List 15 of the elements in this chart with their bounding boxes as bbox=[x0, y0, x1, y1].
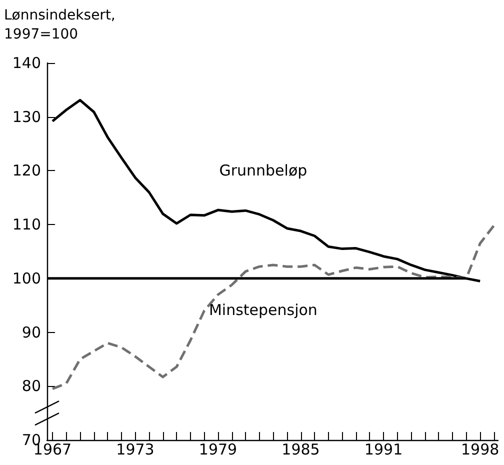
x-tick-label: 1985 bbox=[282, 440, 320, 458]
x-tick-label: 1979 bbox=[198, 440, 238, 458]
y-axis-title: Lønnsindeksert, 1997=100 bbox=[4, 8, 116, 42]
y-tick-label: 140 bbox=[12, 54, 41, 72]
text: Grunnbeløp bbox=[219, 161, 308, 180]
x-tick-label: 1973 bbox=[116, 440, 154, 458]
y-tick-label: 120 bbox=[12, 162, 41, 180]
y-tick-label: 110 bbox=[12, 216, 41, 234]
x-tick-label: 1998 bbox=[460, 440, 500, 458]
x-tick-label: 1991 bbox=[364, 440, 403, 458]
y-tick-label: 80 bbox=[22, 377, 41, 396]
series-label: Minstepensjon bbox=[208, 300, 318, 319]
y-tick-label: 130 bbox=[12, 108, 41, 126]
y-tick-label: 100 bbox=[12, 269, 41, 288]
y-tick-label: 90 bbox=[22, 323, 41, 342]
